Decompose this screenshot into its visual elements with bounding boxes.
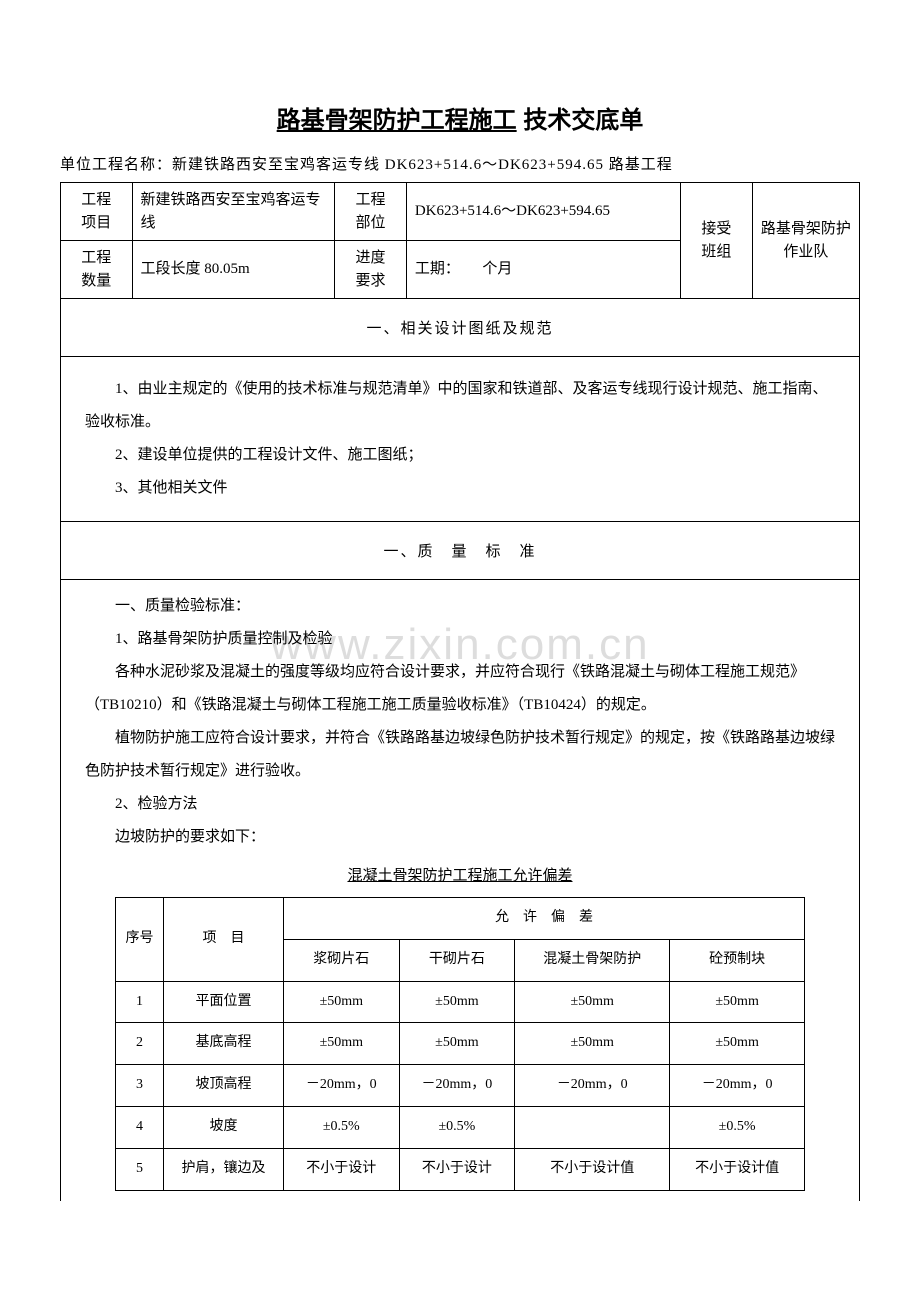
sec2-p4: 2、检验方法 [85,788,835,821]
section2-body: 一、质量检验标准： 1、路基骨架防护质量控制及检验 各种水泥砂浆及混凝土的强度等… [60,580,860,1201]
cell: ±50mm [670,1023,805,1065]
cell: －20mm，0 [284,1065,400,1107]
cell: 不小于设计值 [515,1148,670,1190]
cell: 平面位置 [164,981,284,1023]
cell: ±50mm [284,981,400,1023]
cell: －20mm，0 [399,1065,515,1107]
cell: －20mm，0 [515,1065,670,1107]
section2-header: 一、质 量 标 准 [60,522,860,580]
cell: ±50mm [515,1023,670,1065]
cell-qty-label: 工程 数量 [61,241,133,299]
cell-accept-value: 路基骨架防护作业队 [752,183,859,299]
table-row: 4 坡度 ±0.5% ±0.5% ±0.5% [116,1106,805,1148]
tolerance-title: 混凝土骨架防护工程施工允许偏差 [85,860,835,893]
sec1-p2: 2、建设单位提供的工程设计文件、施工图纸； [85,439,835,472]
th-col2: 混凝土骨架防护 [515,939,670,981]
cell: 护肩，镶边及 [164,1148,284,1190]
cell-progress-label: 进度 要求 [335,241,407,299]
section1-header: 一、相关设计图纸及规范 [60,299,860,357]
sec2-p3: 植物防护施工应符合设计要求，并符合《铁路路基边坡绿色防护技术暂行规定》的规定，按… [85,722,835,788]
cell [515,1106,670,1148]
th-col1: 干砌片石 [399,939,515,981]
sec1-p1: 1、由业主规定的《使用的技术标准与规范清单》中的国家和铁道部、及客运专线现行设计… [85,373,835,439]
sec2-p1: 1、路基骨架防护质量控制及检验 [85,623,835,656]
cell: ±50mm [399,1023,515,1065]
cell: ±50mm [399,981,515,1023]
page-title: 路基骨架防护工程施工 技术交底单 [60,100,860,135]
cell-qty-value: 工段长度 80.05m [132,241,335,299]
cell: 不小于设计 [399,1148,515,1190]
table-row: 1 平面位置 ±50mm ±50mm ±50mm ±50mm [116,981,805,1023]
cell: 不小于设计值 [670,1148,805,1190]
cell: 2 [116,1023,164,1065]
subtitle: 单位工程名称：新建铁路西安至宝鸡客运专线 DK623+514.6～DK623+5… [60,153,860,174]
cell-part-value: DK623+514.6～DK623+594.65 [406,183,680,241]
cell: ±50mm [515,981,670,1023]
info-table: 工程 项目 新建铁路西安至宝鸡客运专线 工程 部位 DK623+514.6～DK… [60,182,860,299]
table-row: 3 坡顶高程 －20mm，0 －20mm，0 －20mm，0 －20mm，0 [116,1065,805,1107]
cell-part-label: 工程 部位 [335,183,407,241]
th-col3: 砼预制块 [670,939,805,981]
cell-accept-label: 接受 班组 [681,183,753,299]
cell: 坡顶高程 [164,1065,284,1107]
sec1-p3: 3、其他相关文件 [85,472,835,505]
cell: ±0.5% [670,1106,805,1148]
title-underlined: 路基骨架防护工程施工 [277,107,517,134]
cell: 不小于设计 [284,1148,400,1190]
cell: 坡度 [164,1106,284,1148]
sec2-p0: 一、质量检验标准： [85,590,835,623]
cell: 5 [116,1148,164,1190]
cell: ±50mm [284,1023,400,1065]
cell: ±0.5% [399,1106,515,1148]
sec2-p2: 各种水泥砂浆及混凝土的强度等级均应符合设计要求，并应符合现行《铁路混凝土与砌体工… [85,656,835,722]
section1-body: 1、由业主规定的《使用的技术标准与规范清单》中的国家和铁道部、及客运专线现行设计… [60,357,860,522]
cell: ±0.5% [284,1106,400,1148]
cell: 4 [116,1106,164,1148]
th-seq: 序号 [116,898,164,982]
table-row: 5 护肩，镶边及 不小于设计 不小于设计 不小于设计值 不小于设计值 [116,1148,805,1190]
cell-progress-value: 工期： 个月 [406,241,680,299]
cell: 1 [116,981,164,1023]
th-col0: 浆砌片石 [284,939,400,981]
sec2-p5: 边坡防护的要求如下： [85,821,835,854]
cell-project-value: 新建铁路西安至宝鸡客运专线 [132,183,335,241]
cell-project-label: 工程 项目 [61,183,133,241]
th-allow: 允 许 偏 差 [284,898,805,940]
cell: －20mm，0 [670,1065,805,1107]
tolerance-table: 序号 项 目 允 许 偏 差 浆砌片石 干砌片石 混凝土骨架防护 砼预制块 1 … [115,897,805,1191]
cell: 3 [116,1065,164,1107]
title-rest: 技术交底单 [517,107,644,134]
cell: ±50mm [670,981,805,1023]
table-row: 2 基底高程 ±50mm ±50mm ±50mm ±50mm [116,1023,805,1065]
table-row: 序号 项 目 允 许 偏 差 [116,898,805,940]
th-item: 项 目 [164,898,284,982]
cell: 基底高程 [164,1023,284,1065]
table-row: 工程 项目 新建铁路西安至宝鸡客运专线 工程 部位 DK623+514.6～DK… [61,183,860,241]
